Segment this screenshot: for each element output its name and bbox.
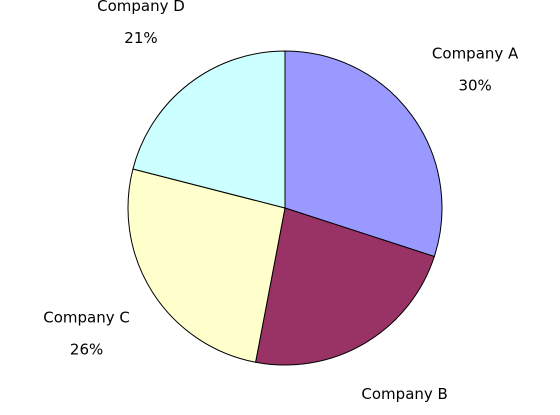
- slice-value-label: 21%: [124, 29, 157, 47]
- slice-label: Company B: [361, 385, 447, 403]
- slice-label: Company D: [97, 0, 185, 15]
- slice-value-label: 26%: [70, 340, 103, 358]
- pie-slice: [254, 207, 435, 366]
- slice-label: Company A: [432, 44, 519, 62]
- slice-label: Company C: [43, 308, 130, 326]
- slice-value-label: 30%: [458, 76, 491, 94]
- pie-slice: [284, 50, 443, 258]
- pie-slice: [132, 50, 286, 209]
- pie-slice: [127, 168, 286, 363]
